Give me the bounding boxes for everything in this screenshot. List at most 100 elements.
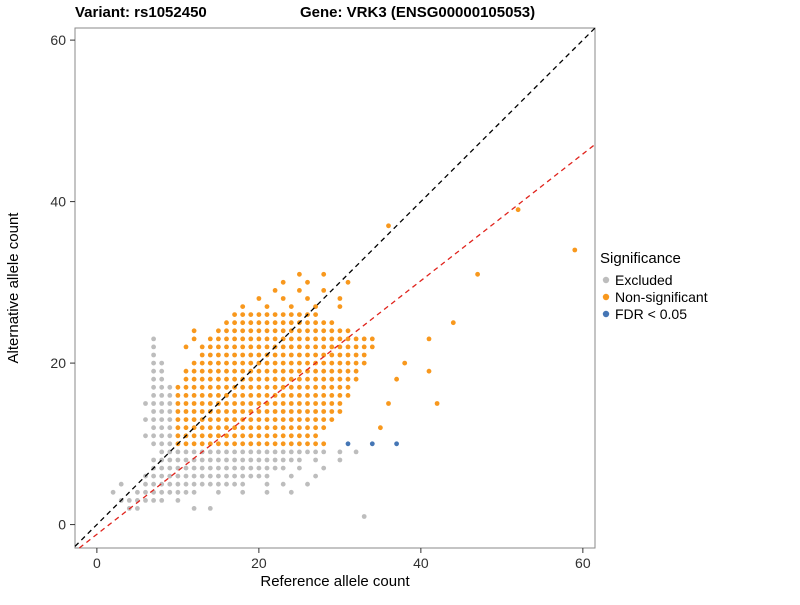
- data-point: [264, 409, 270, 414]
- data-point: [272, 393, 278, 398]
- data-point: [297, 368, 302, 374]
- data-point: [248, 417, 254, 422]
- data-point: [361, 336, 367, 342]
- data-point: [199, 376, 205, 382]
- data-point: [321, 376, 327, 382]
- data-point: [248, 473, 254, 479]
- data-point: [232, 312, 238, 317]
- data-point: [216, 336, 221, 342]
- data-point: [313, 312, 318, 317]
- data-point: [224, 401, 229, 406]
- data-point: [329, 320, 335, 326]
- data-point: [272, 336, 278, 342]
- data-point: [167, 425, 173, 431]
- data-point: [199, 473, 205, 479]
- data-point: [426, 368, 432, 374]
- data-point: [313, 417, 318, 422]
- data-point: [353, 360, 359, 366]
- data-point: [256, 384, 262, 390]
- data-point: [321, 368, 327, 374]
- data-point: [191, 473, 197, 479]
- data-point: [216, 328, 221, 334]
- data-point: [216, 481, 221, 487]
- data-point: [159, 417, 165, 422]
- data-point: [337, 376, 343, 382]
- data-point: [216, 384, 221, 390]
- data-point: [256, 417, 262, 422]
- data-point: [207, 449, 213, 455]
- data-point: [224, 425, 229, 431]
- data-point: [572, 247, 578, 253]
- x-tick-label: 0: [93, 555, 101, 571]
- data-point: [272, 360, 278, 366]
- data-point: [191, 376, 197, 382]
- data-point: [288, 368, 294, 374]
- data-point: [321, 320, 327, 326]
- data-point: [167, 489, 173, 495]
- data-point: [264, 457, 270, 463]
- data-point: [280, 360, 286, 366]
- data-point: [321, 271, 327, 277]
- data-point: [313, 336, 318, 342]
- data-point: [167, 441, 173, 447]
- data-point: [248, 465, 254, 471]
- data-point: [240, 449, 246, 455]
- data-point: [264, 465, 270, 471]
- data-point: [248, 401, 254, 406]
- data-point: [256, 393, 262, 398]
- data-point: [305, 384, 310, 390]
- data-point: [207, 393, 213, 398]
- data-point: [288, 409, 294, 414]
- data-point: [272, 449, 278, 455]
- data-point: [216, 344, 221, 350]
- data-point: [475, 271, 480, 277]
- data-point: [272, 417, 278, 422]
- data-point: [321, 465, 327, 471]
- data-point: [288, 393, 294, 398]
- data-point: [183, 481, 189, 487]
- data-point: [288, 312, 294, 317]
- data-point: [264, 344, 270, 350]
- data-point: [175, 393, 181, 398]
- data-point: [207, 401, 213, 406]
- data-point: [288, 489, 294, 495]
- data-point: [345, 376, 351, 382]
- data-point: [297, 328, 302, 334]
- axis-ticks-layer: 0 20 40 60 0 20 40 60: [50, 32, 590, 571]
- data-point: [337, 304, 343, 309]
- data-point: [240, 457, 246, 463]
- data-point: [353, 344, 359, 350]
- data-point: [207, 417, 213, 422]
- data-point: [272, 425, 278, 431]
- data-point: [353, 368, 359, 374]
- data-point: [297, 449, 302, 455]
- data-point: [159, 473, 165, 479]
- data-point: [151, 473, 157, 479]
- data-point: [224, 433, 229, 439]
- y-tick-label: 40: [50, 194, 66, 210]
- data-point: [450, 320, 456, 326]
- data-point: [337, 449, 343, 455]
- data-point: [151, 376, 157, 382]
- data-point: [159, 465, 165, 471]
- data-point: [345, 393, 351, 398]
- data-point: [256, 441, 262, 447]
- data-point: [248, 376, 254, 382]
- data-point: [345, 352, 351, 358]
- data-point: [216, 465, 221, 471]
- data-point: [224, 360, 229, 366]
- data-point: [280, 320, 286, 326]
- data-point: [167, 384, 173, 390]
- data-point: [224, 393, 229, 398]
- data-point: [248, 384, 254, 390]
- data-point: [256, 409, 262, 414]
- y-tick-label: 60: [50, 32, 66, 48]
- data-point: [207, 457, 213, 463]
- data-point: [216, 449, 221, 455]
- series-excluded: [110, 336, 367, 519]
- data-point: [313, 473, 318, 479]
- data-point: [402, 360, 408, 366]
- data-point: [199, 393, 205, 398]
- data-point: [248, 457, 254, 463]
- data-point: [224, 336, 229, 342]
